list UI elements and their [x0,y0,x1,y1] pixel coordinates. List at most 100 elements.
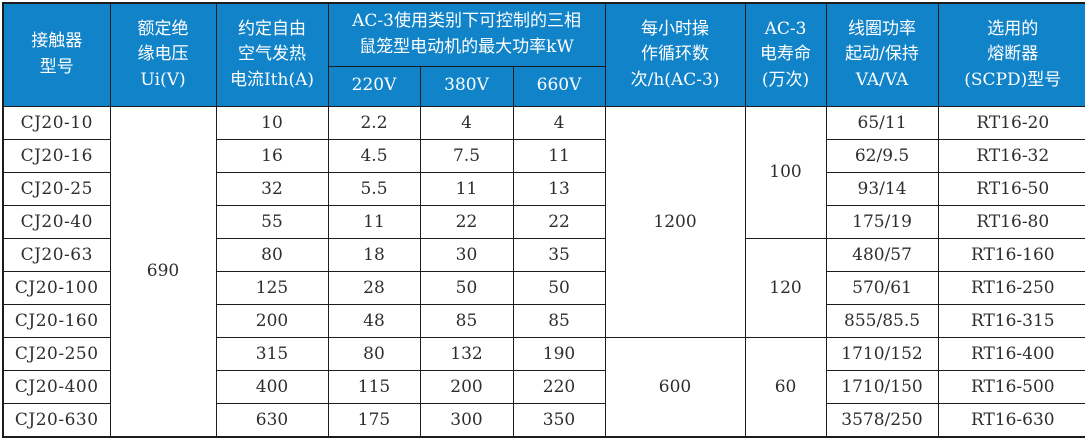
cell-power-220v: 11 [327,204,421,239]
cell-thermal-current: 32 [215,171,329,206]
table-body: CJ20-10 690 10 2.2 4 4 1200 100 65/11 RT… [2,105,1085,438]
cell-fuse: RT16-250 [937,270,1085,305]
cell-life-a: 100 [744,105,827,239]
cell-fuse: RT16-20 [937,105,1085,140]
header-thermal-current: 约定自由 空气发热 电流Ith(A) [215,2,329,107]
table-header: 接触器 型号 额定绝 缘电压 Ui(V) 约定自由 空气发热 电流Ith(A) … [2,2,1085,107]
cell-coil-power: 175/19 [825,204,939,239]
cell-insulation-voltage: 690 [109,105,217,438]
table-row: CJ20-10 690 10 2.2 4 4 1200 100 65/11 RT… [2,105,1085,438]
cell-fuse: RT16-160 [937,237,1085,272]
table-row: CJ20-630 630 175 300 350 3578/250 RT16-6… [2,402,1085,438]
cell-thermal-current: 125 [215,270,329,305]
cell-coil-power: 3578/250 [825,402,939,438]
cell-coil-power: 62/9.5 [825,138,939,173]
header-row-voltages: 220V 380V 660V [3,65,1085,107]
header-row-group: 接触器 型号 额定绝 缘电压 Ui(V) 约定自由 空气发热 电流Ith(A) … [2,2,1085,107]
header-380v: 380V [419,65,514,107]
cell-model: CJ20-630 [2,402,111,438]
cell-power-660v: 22 [512,204,606,239]
cell-power-660v: 35 [512,237,606,272]
cell-power-380v: 200 [419,369,514,404]
cell-model: CJ20-25 [2,171,111,206]
cell-model: CJ20-160 [2,303,111,338]
cell-coil-power: 1710/150 [825,369,939,404]
cell-power-380v: 132 [419,336,514,371]
cell-model: CJ20-63 [2,237,111,272]
cell-power-660v: 4 [512,105,606,140]
cell-power-660v: 85 [512,303,606,338]
cell-cycles-high: 1200 [604,105,746,338]
cell-model: CJ20-10 [2,105,111,140]
table-row: CJ20-40 55 11 22 22 175/19 RT16-80 [2,204,1085,239]
cell-thermal-current: 10 [215,105,329,140]
table-row: CJ20-16 16 4.5 7.5 11 62/9.5 RT16-32 [2,138,1085,173]
cell-fuse: RT16-630 [937,402,1085,438]
cell-model: CJ20-400 [2,369,111,404]
header-electrical-life: AC-3 电寿命 (万次) [744,2,827,107]
cell-power-220v: 48 [327,303,421,338]
cell-power-380v: 7.5 [419,138,514,173]
table-row: CJ20-100 125 28 50 50 570/61 RT16-250 [2,270,1085,305]
cell-power-220v: 175 [327,402,421,438]
cell-power-220v: 28 [327,270,421,305]
header-insulation-voltage: 额定绝 缘电压 Ui(V) [109,2,217,107]
cell-model: CJ20-40 [2,204,111,239]
cell-thermal-current: 80 [215,237,329,272]
cell-power-660v: 13 [512,171,606,206]
cell-power-220v: 4.5 [327,138,421,173]
header-model: 接触器 型号 [2,2,111,107]
table-row: CJ20-160 200 48 85 85 855/85.5 RT16-315 [2,303,1085,338]
cell-power-380v: 85 [419,303,514,338]
cell-fuse: RT16-32 [937,138,1085,173]
cell-thermal-current: 55 [215,204,329,239]
header-660v: 660V [512,65,606,107]
cell-thermal-current: 630 [215,402,329,438]
header-cycles: 每小时操 作循环数 次/h(AC-3) [604,2,746,107]
header-fuse: 选用的 熔断器 (SCPD)型号 [937,2,1085,107]
cell-power-220v: 5.5 [327,171,421,206]
cell-power-380v: 11 [419,171,514,206]
header-220v: 220V [327,65,421,107]
cell-coil-power: 480/57 [825,237,939,272]
cell-fuse: RT16-80 [937,204,1085,239]
cell-coil-power: 570/61 [825,270,939,305]
cell-fuse: RT16-315 [937,303,1085,338]
header-power-group: AC-3使用类别下可控制的三相 鼠笼型电动机的最大功率kW [327,2,606,67]
cell-thermal-current: 315 [215,336,329,371]
header-coil-power: 线圈功率 起动/保持 VA/VA [825,2,939,107]
cell-thermal-current: 16 [215,138,329,173]
cell-model: CJ20-100 [2,270,111,305]
cell-coil-power: 93/14 [825,171,939,206]
cell-power-380v: 22 [419,204,514,239]
cell-thermal-current: 200 [215,303,329,338]
cell-life-c: 60 [744,336,827,438]
cell-power-380v: 30 [419,237,514,272]
cell-power-660v: 50 [512,270,606,305]
cell-life-b: 120 [744,237,827,338]
table-row: CJ20-250 315 80 132 190 600 60 1710/152 … [2,336,1085,438]
cell-power-660v: 220 [512,369,606,404]
cell-coil-power: 65/11 [825,105,939,140]
cell-fuse: RT16-500 [937,369,1085,404]
cell-power-380v: 50 [419,270,514,305]
cell-coil-power: 855/85.5 [825,303,939,338]
cell-model: CJ20-250 [2,336,111,371]
cell-cycles-low: 600 [604,336,746,438]
cell-power-220v: 80 [327,336,421,371]
table-row: CJ20-25 32 5.5 11 13 93/14 RT16-50 [2,171,1085,206]
cell-power-380v: 4 [419,105,514,140]
cell-fuse: RT16-400 [937,336,1085,371]
cell-model: CJ20-16 [2,138,111,173]
cell-coil-power: 1710/152 [825,336,939,371]
cell-power-220v: 115 [327,369,421,404]
cell-power-220v: 2.2 [327,105,421,140]
cell-power-660v: 190 [512,336,606,371]
cell-power-380v: 300 [419,402,514,438]
cell-thermal-current: 400 [215,369,329,404]
cell-power-660v: 350 [512,402,606,438]
cell-power-220v: 18 [327,237,421,272]
cell-fuse: RT16-50 [937,171,1085,206]
cell-power-660v: 11 [512,138,606,173]
